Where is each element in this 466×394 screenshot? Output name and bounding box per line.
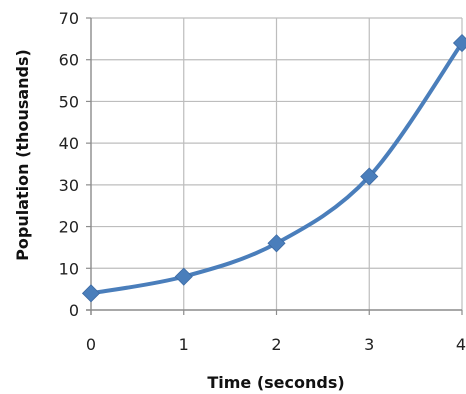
data-point-marker xyxy=(360,167,379,186)
x-tick-label: 2 xyxy=(271,335,281,354)
series-line xyxy=(89,41,464,296)
data-point-marker xyxy=(452,33,466,53)
data-point-marker xyxy=(267,234,286,253)
x-tick-labels: 0 1 2 3 4 xyxy=(86,335,466,354)
y-tick-label: 30 xyxy=(59,176,79,195)
x-axis-title: Time (seconds) xyxy=(207,373,344,392)
y-tick-label: 10 xyxy=(59,259,79,278)
grid-lines xyxy=(91,17,463,310)
y-tick-label: 0 xyxy=(69,301,79,320)
y-tick-labels: 0 10 20 30 40 50 60 70 xyxy=(59,9,79,320)
y-axis-title: Population (thousands) xyxy=(13,49,32,261)
x-tick-label: 1 xyxy=(179,335,189,354)
y-tick-label: 40 xyxy=(59,134,79,153)
x-tick-label: 3 xyxy=(364,335,374,354)
x-tick-label: 4 xyxy=(456,335,466,354)
y-tick-label: 50 xyxy=(59,92,79,111)
series-group xyxy=(81,33,466,303)
axes xyxy=(86,17,463,315)
data-point-marker xyxy=(81,284,101,303)
y-tick-label: 20 xyxy=(59,218,79,237)
y-tick-label: 70 xyxy=(59,9,79,28)
y-tick-label: 60 xyxy=(59,51,79,70)
x-tick-label: 0 xyxy=(86,335,96,354)
data-point-marker xyxy=(174,267,193,286)
